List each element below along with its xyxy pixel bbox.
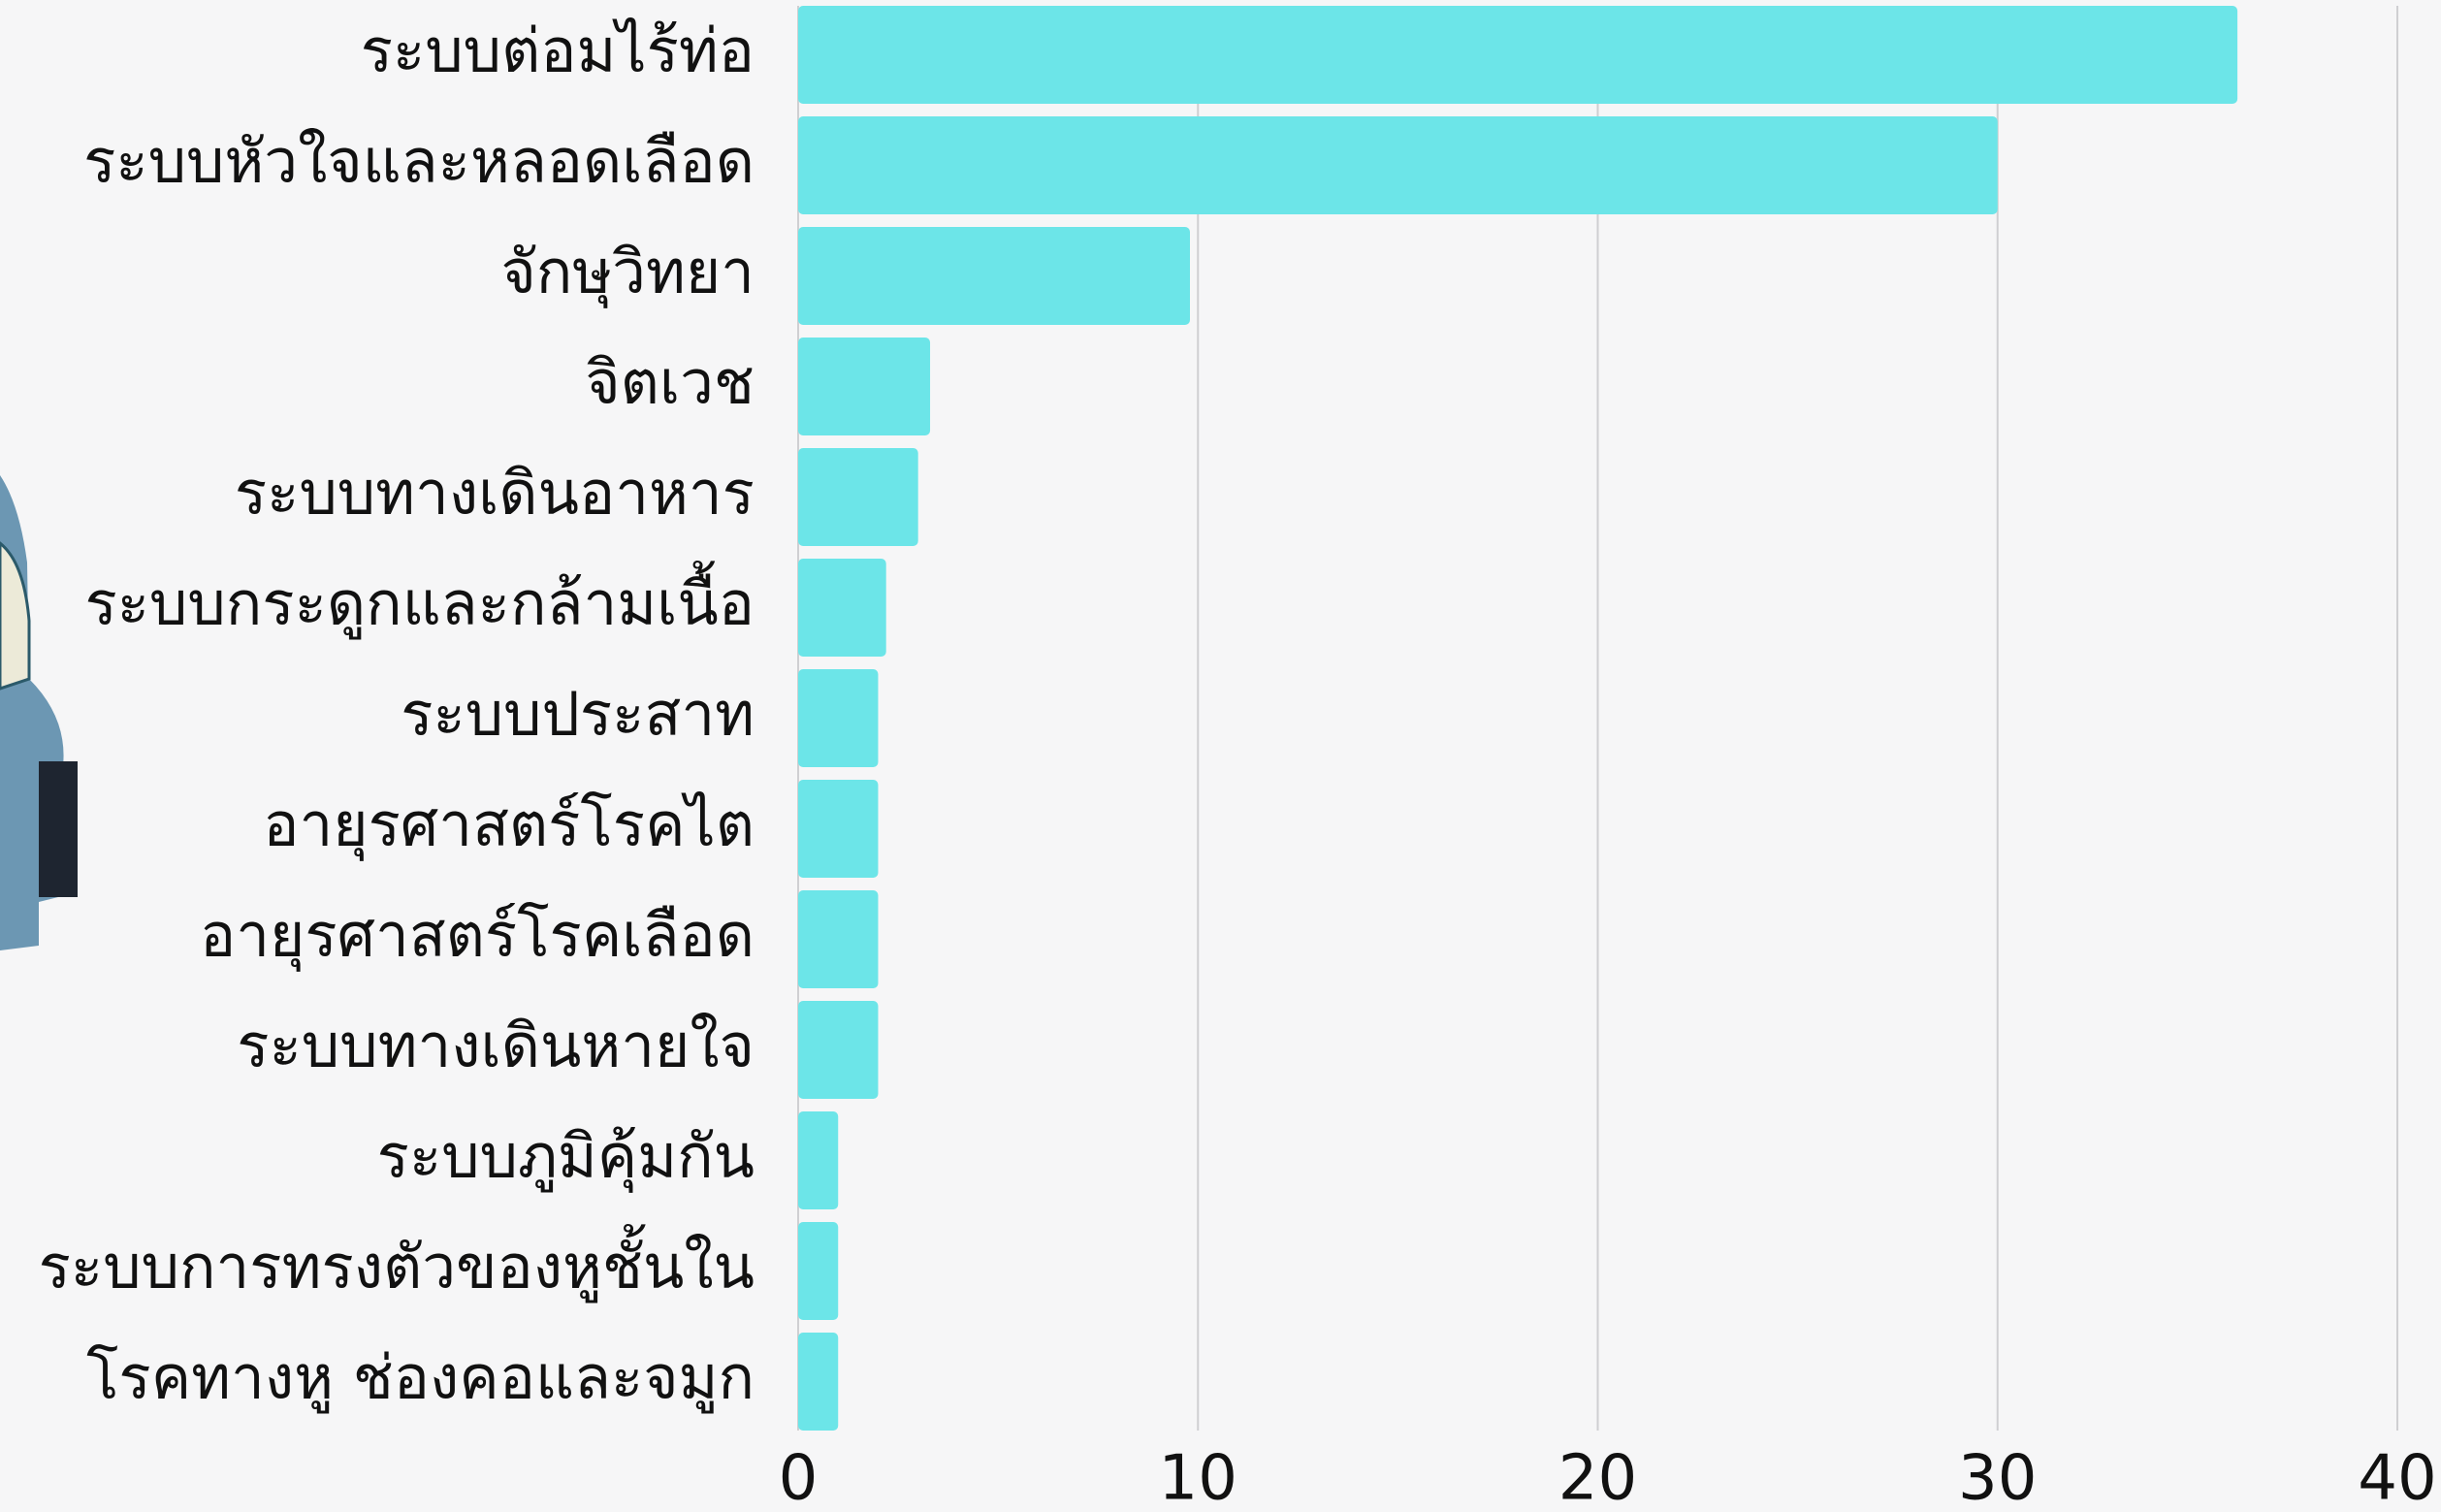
y-tick-label: ระบบทางเดินอาหาร <box>235 458 755 529</box>
y-tick-label: ระบบการทรงตัวของหูชั้นใน <box>39 1224 755 1303</box>
y-tick-label: ระบบหัวใจและหลอดเลือด <box>83 126 755 197</box>
x-tick-label: 10 <box>1159 1443 1237 1512</box>
chart: 0 10 20 30 40 ระบบต่อมไร้ท่อระบบหัวใจและหลอดเ… <box>0 0 2441 1512</box>
y-tick-label: ระบบต่อมไร้ท่อ <box>361 16 755 86</box>
bar <box>798 338 930 435</box>
y-tick-label: ระบบภูมิคุ้มกัน <box>377 1121 755 1193</box>
y-tick-label: ระบบทางเดินหายใจ <box>237 1011 755 1081</box>
bar <box>798 116 1998 214</box>
bar <box>798 6 2237 104</box>
bar <box>798 890 878 988</box>
bar <box>798 1111 838 1209</box>
y-tick-label: อายุรศาสตร์โรคเลือด <box>200 900 755 972</box>
y-tick-label: จิตเวช <box>585 347 755 418</box>
bar <box>798 448 918 546</box>
y-tick-label: ระบบกระดูกและกล้ามเนื้อ <box>84 561 755 640</box>
bar <box>798 669 878 767</box>
bar <box>798 227 1190 325</box>
y-tick-label: ระบบประสาท <box>401 679 755 750</box>
y-tick-label: จักษุวิทยา <box>500 237 755 308</box>
y-tick-label: อายุรศาสตร์โรคไต <box>263 789 755 861</box>
bar <box>798 1333 838 1431</box>
bar <box>798 1001 878 1099</box>
x-tick-label: 20 <box>1558 1443 1637 1512</box>
y-tick-label: โรคทางหู ช่องคอและจมูก <box>86 1342 755 1414</box>
x-tick-label: 40 <box>2358 1443 2436 1512</box>
bar <box>798 1222 838 1320</box>
bar <box>798 559 886 657</box>
x-tick-label: 30 <box>1958 1443 2037 1512</box>
bar <box>798 780 878 878</box>
x-tick-label: 0 <box>779 1443 819 1512</box>
